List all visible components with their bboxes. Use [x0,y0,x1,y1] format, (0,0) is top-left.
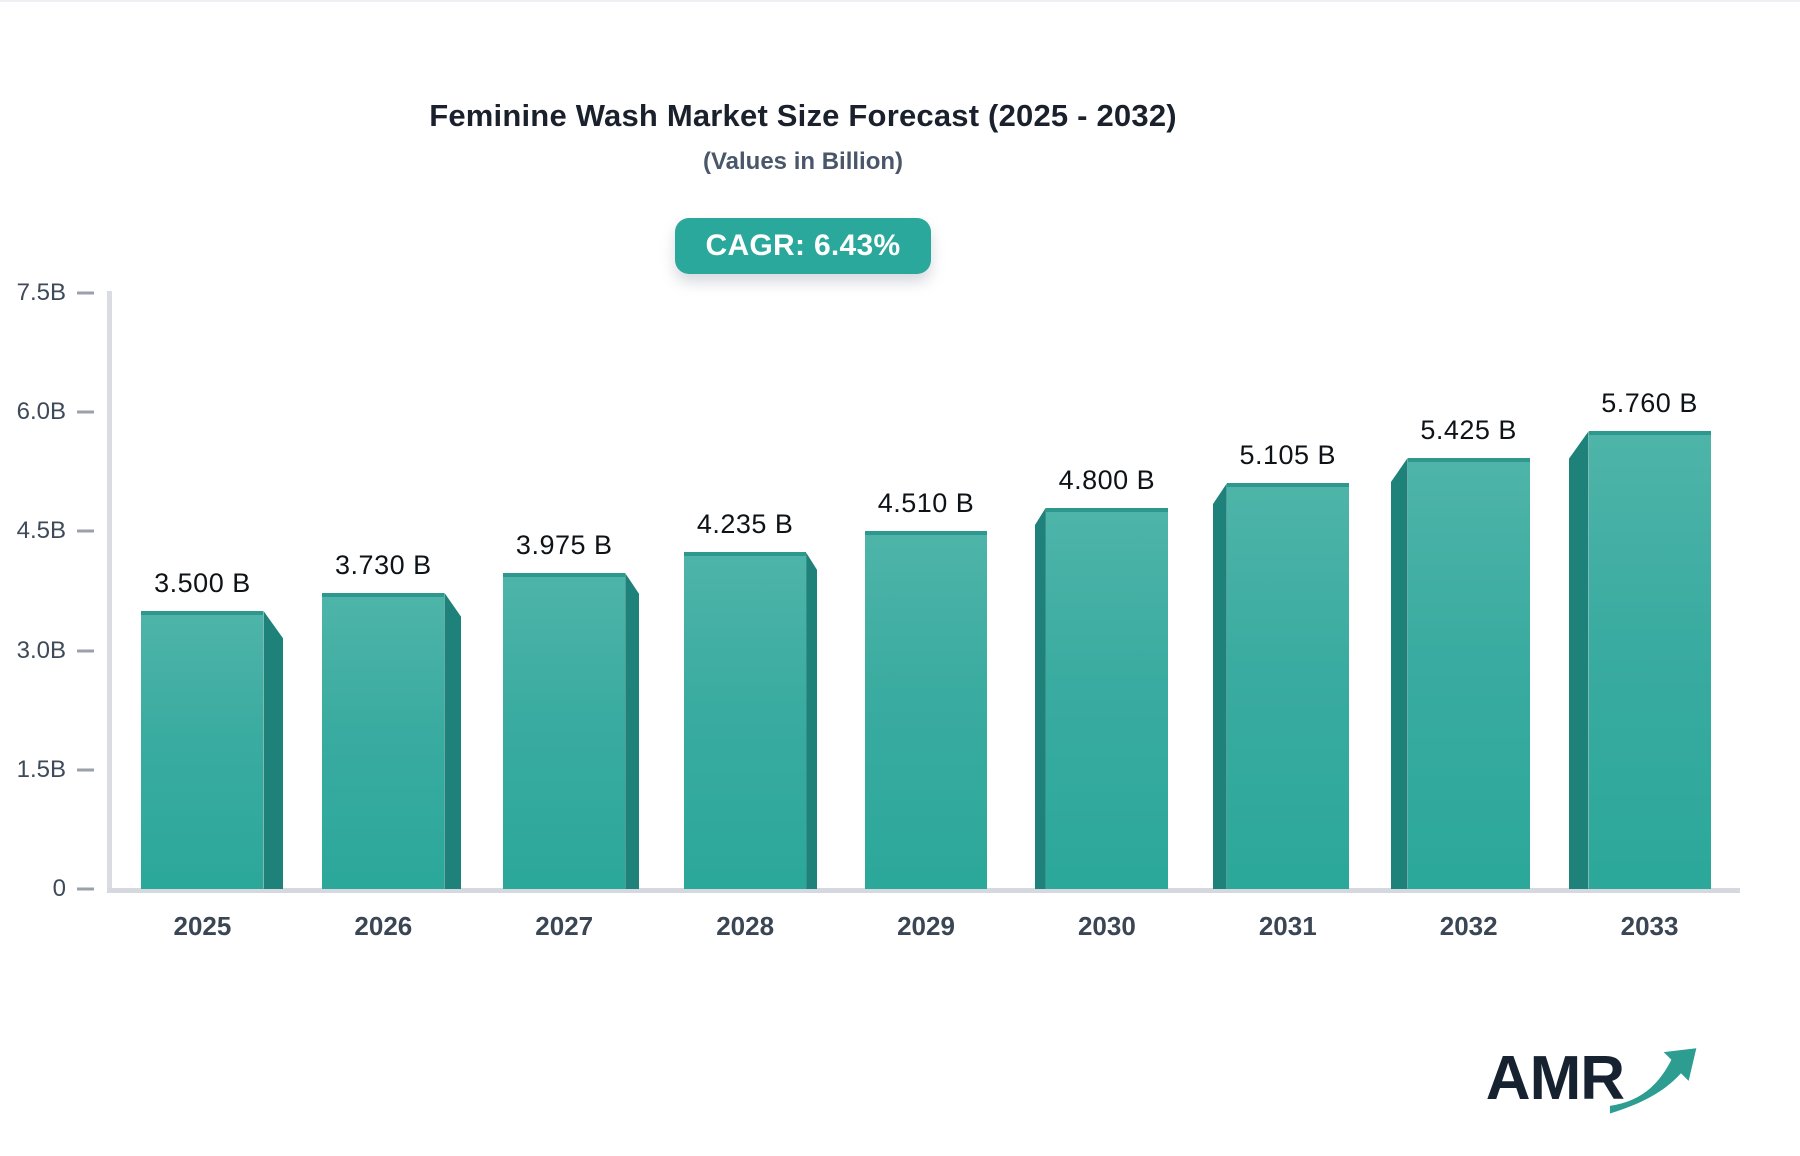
bar-side-face [806,552,818,889]
bar-2032: 5.425 B [1390,415,1530,889]
chart-header: Feminine Wash Market Size Forecast (2025… [0,2,1606,274]
x-axis-label: 2032 [1439,911,1498,941]
bar-side-face [444,592,462,889]
y-tick-mark [77,768,94,772]
bar-value-label: 5.760 B [1601,388,1698,419]
bar-2033: 5.760 B [1568,388,1711,889]
bar-value-label: 4.800 B [1058,464,1156,495]
bar-2028: 4.235 B [684,509,818,889]
bar-front-face [141,610,264,889]
y-tick-mark [77,649,94,653]
y-axis-line [107,291,112,893]
bar-front-face [1045,507,1168,889]
x-axis-label: 2031 [1258,911,1317,941]
bar-front-face [1588,431,1711,889]
trend-up-arrow-icon [1609,1048,1697,1114]
cagr-badge: CAGR: 6.43% [675,218,931,274]
bar-value-label: 5.425 B [1420,414,1517,445]
bar-front-face [322,592,445,889]
bar-side-face [1390,457,1408,889]
y-tick-mark [77,887,94,891]
bar-value-label: 5.105 B [1239,440,1337,471]
chart-title: Feminine Wash Market Size Forecast (2025… [429,98,1177,133]
bar-front-face [1226,483,1349,889]
bar-side-face [263,610,284,889]
y-tick-label: 7.5B [16,279,66,306]
y-tick-label: 0 [52,875,66,902]
y-tick-mark [77,410,94,414]
x-axis-label: 2027 [535,911,594,941]
bar-value-label: 3.730 B [335,549,432,580]
x-axis-label: 2026 [354,911,413,941]
bar-side-face [1034,507,1046,889]
x-axis-label: 2030 [1077,911,1136,941]
x-axis-label: 2033 [1620,911,1679,941]
bar-2027: 3.975 B [503,530,640,889]
bar-2025: 3.500 B [141,568,284,889]
y-tick-label: 3.0B [16,636,66,664]
bar-2026: 3.730 B [322,550,462,889]
x-axis-baseline [107,888,1740,893]
y-tick-label: 6.0B [16,398,66,426]
bar-value-label: 3.975 B [515,530,613,561]
bar-value-label: 4.235 B [696,509,794,540]
bar-side-face [1212,483,1227,889]
bar-side-face [625,573,640,889]
plot-area: 0 1.5B 3.0B 4.5B 6.0B 7.5B 3.500 B 2025 3.730 B 2… [17,279,1740,941]
bar-front-face [865,530,987,889]
x-axis-label: 2028 [716,911,775,941]
y-tick-label: 4.5B [16,517,66,545]
bar-2029: 4.510 B [865,488,987,889]
y-tick-label: 1.5B [16,755,66,783]
bar-front-face [684,552,807,889]
bar-side-face [1568,431,1589,889]
x-axis-label: 2025 [173,911,232,941]
y-tick-mark [77,291,94,295]
chart-subtitle: (Values in Billion) [702,148,904,175]
bar-2030: 4.800 B [1034,465,1168,889]
bar-value-label: 3.500 B [154,567,251,598]
bar-front-face [503,573,626,889]
y-tick-mark [77,529,94,533]
x-axis-label: 2029 [897,911,955,941]
bar-front-face [1407,457,1530,889]
brand-logo: AMR [1485,1038,1704,1114]
bar-2031: 5.105 B [1212,440,1349,889]
bar-value-label: 4.510 B [877,487,975,518]
brand-logo-text: AMR [1485,1044,1625,1113]
